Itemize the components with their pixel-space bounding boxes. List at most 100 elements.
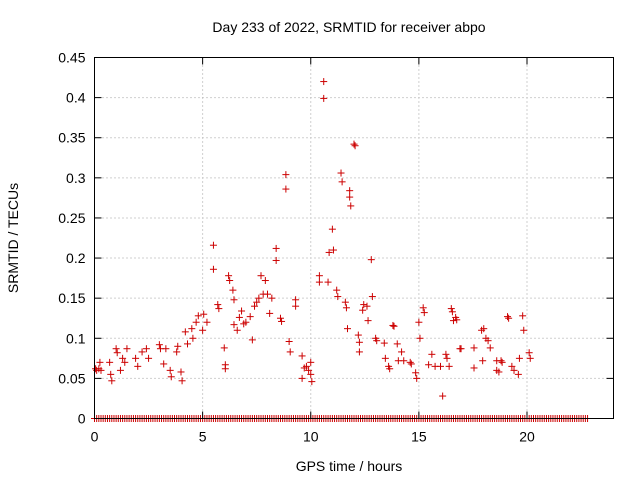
data-point — [142, 345, 150, 353]
data-point — [381, 354, 389, 362]
data-point — [272, 244, 280, 252]
data-point — [119, 354, 127, 362]
data-point — [200, 310, 208, 318]
data-point — [286, 348, 294, 356]
data-point — [386, 365, 394, 373]
data-point — [285, 337, 293, 345]
data-point — [416, 334, 424, 342]
data-point — [479, 357, 487, 365]
data-point — [508, 362, 516, 370]
x-tick-label: 10 — [303, 429, 319, 445]
y-tick-label: 0.05 — [58, 370, 85, 386]
data-point — [121, 358, 129, 366]
data-point — [448, 308, 456, 316]
y-tick-label: 0.15 — [58, 290, 85, 306]
data-point — [338, 178, 346, 186]
x-tick-label: 20 — [519, 429, 535, 445]
data-point — [505, 314, 513, 322]
data-point — [337, 169, 345, 177]
data-point — [188, 325, 196, 333]
data-point — [261, 277, 269, 285]
data-point — [447, 305, 455, 313]
data-point — [367, 256, 375, 264]
data-point — [238, 307, 246, 315]
data-point — [415, 318, 423, 326]
data-point — [515, 354, 523, 362]
data-point — [419, 304, 427, 312]
x-axis-label: GPS time / hours — [296, 458, 403, 474]
data-point — [174, 342, 182, 350]
data-point — [209, 241, 217, 249]
data-point — [324, 278, 332, 286]
data-point — [189, 334, 197, 342]
data-point — [373, 337, 381, 345]
data-point — [230, 296, 238, 304]
data-point — [178, 377, 186, 385]
data-point — [445, 362, 453, 370]
data-point — [413, 374, 421, 382]
y-tick-label: 0.1 — [66, 330, 86, 346]
data-point — [360, 301, 368, 309]
data-point — [155, 341, 163, 349]
data-point — [519, 312, 527, 320]
data-point — [181, 328, 189, 336]
data-point — [134, 362, 142, 370]
data-point — [470, 344, 478, 352]
data-point — [380, 339, 388, 347]
data-point — [302, 362, 310, 370]
data-point — [220, 344, 228, 352]
data-point — [437, 362, 444, 370]
data-point — [453, 316, 461, 324]
data-point — [342, 304, 350, 312]
data-point — [278, 317, 286, 325]
data-point — [107, 370, 115, 378]
data-point — [407, 360, 415, 368]
x-tick-label: 15 — [411, 429, 427, 445]
data-point — [199, 326, 207, 334]
data-point — [113, 349, 121, 357]
data-point — [484, 337, 492, 345]
data-point — [266, 309, 274, 317]
data-point — [390, 322, 398, 330]
y-tick-label: 0.45 — [58, 50, 85, 66]
data-point — [268, 294, 276, 302]
data-point — [354, 331, 362, 339]
data-point — [305, 366, 313, 374]
data-point — [308, 378, 316, 386]
data-point — [315, 278, 323, 286]
x-tick-label: 5 — [199, 429, 207, 445]
data-point — [520, 326, 528, 334]
data-point — [255, 294, 263, 302]
data-point — [400, 357, 408, 365]
data-point — [292, 296, 300, 304]
data-point — [162, 345, 170, 353]
data-point — [253, 298, 261, 306]
data-point — [221, 365, 229, 373]
y-tick-label: 0.4 — [66, 90, 86, 106]
data-point — [192, 318, 200, 326]
data-point — [320, 94, 328, 102]
data-point — [346, 187, 354, 195]
data-point — [298, 374, 306, 382]
data-point — [257, 272, 265, 280]
data-point — [203, 318, 211, 326]
y-tick-label: 0 — [78, 411, 86, 427]
data-point — [282, 171, 290, 179]
data-point — [173, 348, 181, 356]
data-point — [359, 306, 367, 314]
data-point — [420, 309, 428, 317]
data-point — [229, 286, 237, 294]
data-point — [526, 354, 534, 362]
data-point — [282, 185, 290, 193]
data-point — [525, 349, 533, 357]
data-point — [334, 293, 342, 301]
data-point — [246, 313, 254, 321]
chart-title: Day 233 of 2022, SRMTID for receiver abp… — [212, 19, 485, 35]
data-point — [320, 78, 328, 86]
data-point — [442, 350, 450, 358]
data-point — [344, 325, 352, 333]
data-point — [96, 358, 104, 366]
data-point — [457, 345, 465, 353]
data-point — [264, 290, 271, 298]
